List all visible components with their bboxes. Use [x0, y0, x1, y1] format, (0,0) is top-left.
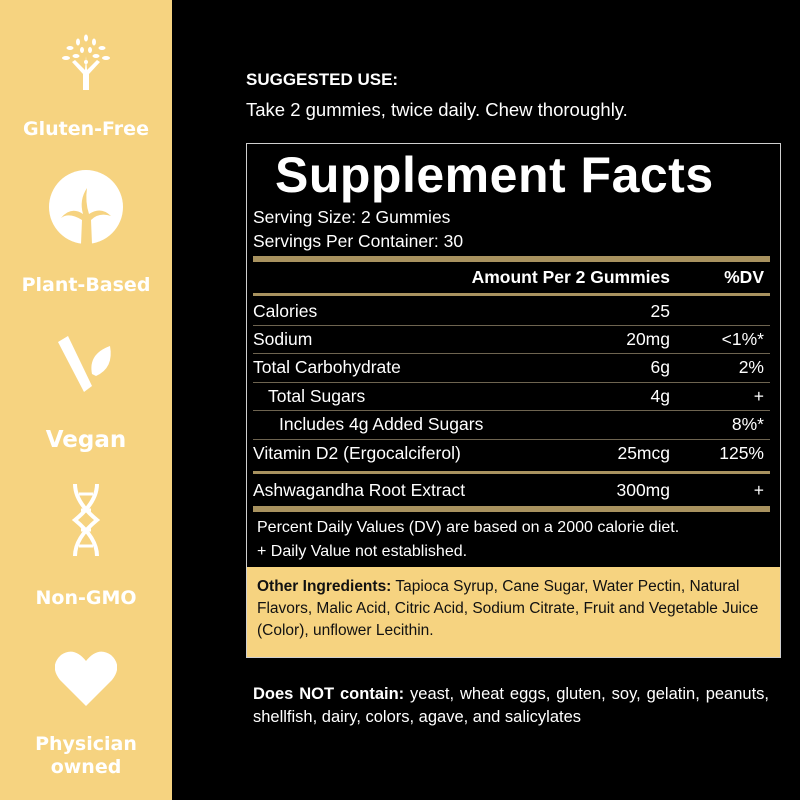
badge-label: Physician owned — [35, 733, 137, 778]
dna-icon — [71, 484, 101, 556]
badge-sidebar: Gluten-Free Plant-Based Vegan Non-GMO Ph… — [0, 0, 172, 800]
divider-thick — [253, 256, 770, 262]
table-row: Vitamin D2 (Ergocalciferol) 25mcg 125% — [253, 440, 764, 466]
does-not-contain-label: Does NOT contain: — [253, 685, 405, 703]
table-row: Calories 25 — [253, 298, 764, 324]
suggested-use-text: Take 2 gummies, twice daily. Chew thorou… — [246, 99, 628, 120]
nutrient-amount: 25 — [650, 301, 670, 321]
nutrient-dv: 125% — [719, 443, 764, 463]
footnote-plus: + Daily Value not established. — [257, 543, 468, 560]
other-ingredients-text: Tapioca Syrup, Cane Sugar, Water Pectin,… — [257, 578, 759, 639]
facts-title: Supplement Facts — [275, 147, 714, 203]
nutrient-name: Total Carbohydrate — [253, 357, 401, 377]
suggested-use-title: SUGGESTED USE: — [246, 70, 399, 89]
nutrient-amount: 300mg — [616, 480, 670, 500]
nutrient-dv: + — [753, 480, 764, 500]
table-row: Ashwagandha Root Extract 300mg + — [253, 477, 764, 503]
nutrient-amount: 25mcg — [617, 443, 670, 463]
nutrient-dv: <1%* — [721, 329, 764, 349]
other-ingredients: Other Ingredients: Tapioca Syrup, Cane S… — [247, 567, 780, 657]
divider-medium — [253, 471, 770, 474]
nutrient-amount: 6g — [650, 357, 670, 377]
nutrient-name: Calories — [253, 301, 318, 321]
other-ingredients-label: Other Ingredients: — [257, 578, 392, 595]
amount-header: Amount Per 2 Gummies — [471, 267, 670, 287]
table-row: Sodium 20mg <1%* — [253, 326, 764, 352]
nutrient-amount: 20mg — [626, 329, 670, 349]
plant-circle-icon — [49, 170, 123, 244]
badge-label: Vegan — [45, 427, 127, 453]
divider-thin — [253, 382, 770, 383]
divider-thin — [253, 410, 770, 411]
nutrient-name: Sodium — [253, 329, 313, 349]
divider-medium — [253, 293, 770, 296]
divider-thick — [253, 506, 770, 512]
does-not-contain-text: yeast, wheat eggs, gluten, soy, gelatin,… — [253, 685, 769, 726]
serving-size: Serving Size: 2 Gummies — [253, 207, 451, 227]
does-not-contain: Does NOT contain: yeast, wheat eggs, glu… — [253, 683, 769, 729]
tree-icon — [62, 34, 110, 90]
divider-thin — [253, 353, 770, 354]
supplement-facts-panel: Supplement Facts Serving Size: 2 Gummies… — [246, 143, 781, 658]
nutrient-name: Ashwagandha Root Extract — [253, 480, 466, 500]
table-row: Total Carbohydrate 6g 2% — [253, 354, 764, 380]
badge-label: Non-GMO — [35, 587, 137, 609]
dv-header: %DV — [724, 267, 764, 287]
nutrient-name: Includes 4g Added Sugars — [279, 414, 484, 434]
facts-header-row: Amount Per 2 Gummies %DV — [253, 264, 764, 290]
servings-per-container: Servings Per Container: 30 — [253, 231, 464, 251]
divider-thin — [253, 325, 770, 326]
nutrient-name: Total Sugars — [268, 386, 366, 406]
badge-label: Plant-Based — [21, 274, 151, 296]
nutrient-dv: + — [753, 386, 764, 406]
divider-thin — [253, 439, 770, 440]
nutrient-name: Vitamin D2 (Ergocalciferol) — [253, 443, 461, 463]
table-row: Includes 4g Added Sugars 8%* — [253, 411, 764, 437]
nutrient-amount: 4g — [650, 386, 670, 406]
vegan-leaf-icon — [58, 336, 111, 392]
table-row: Total Sugars 4g + — [253, 383, 764, 409]
badge-label: Gluten-Free — [23, 118, 149, 140]
heart-icon — [55, 651, 117, 706]
nutrient-dv: 8%* — [731, 414, 764, 434]
nutrient-dv: 2% — [738, 357, 764, 377]
footnote-dv: Percent Daily Values (DV) are based on a… — [257, 519, 680, 536]
